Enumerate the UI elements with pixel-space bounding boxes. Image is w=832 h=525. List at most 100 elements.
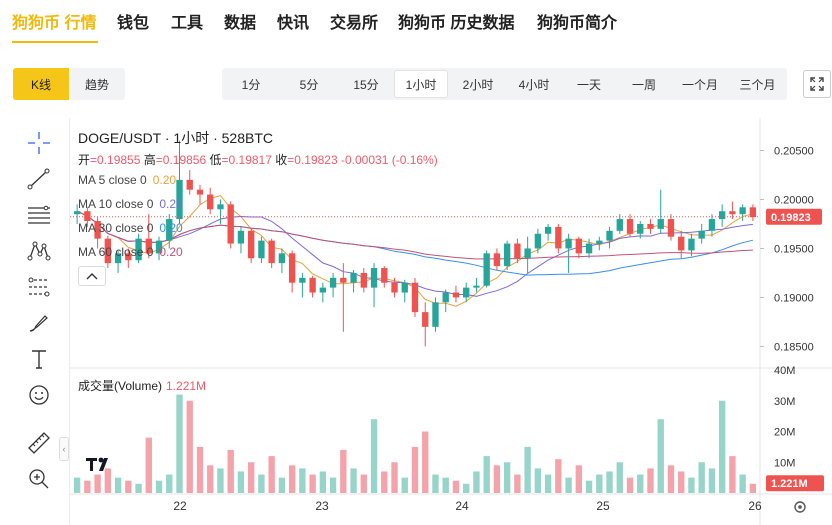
volume-legend: 成交量(Volume) 1.221M xyxy=(78,377,206,394)
nav-tab-market[interactable]: 狗狗币 行情 xyxy=(12,15,97,32)
zoom-in-tool[interactable] xyxy=(24,464,54,494)
pattern-icon xyxy=(27,241,51,261)
volume-bar xyxy=(729,456,736,493)
candle-body xyxy=(585,243,593,254)
candle-body xyxy=(473,285,480,288)
candle-body xyxy=(432,302,439,327)
volume-bar xyxy=(493,465,501,493)
nav-tab-wallet[interactable]: 钱包 xyxy=(117,15,150,32)
candle-body xyxy=(555,226,562,249)
interval-4h[interactable]: 4小时 xyxy=(518,77,550,92)
candle-body xyxy=(452,292,460,298)
volume-bar xyxy=(258,474,265,493)
interval-1mo[interactable]: 一个月 xyxy=(681,77,718,92)
time-axis-label: 25 xyxy=(596,499,610,513)
open-value: =0.19855 xyxy=(90,153,141,167)
interval-1h[interactable]: 1小时 xyxy=(394,70,448,98)
volume-bar xyxy=(186,400,193,493)
candle-body xyxy=(268,240,275,264)
interval-2h[interactable]: 2小时 xyxy=(462,77,494,92)
time-axis-label: 24 xyxy=(455,499,469,513)
ruler-tool[interactable] xyxy=(24,428,54,458)
ohlc-readout: 开=0.19855 高=0.19856 低=0.19817 收=0.19823 … xyxy=(78,151,438,168)
ma60-legend[interactable]: MA 60 close 0 0.20 xyxy=(78,245,183,259)
collapse-legend-button[interactable] xyxy=(78,266,106,286)
candlestick-chart[interactable]: 0.20500 0.20000 0.19500 0.19000 0.18500 40M 30… xyxy=(70,118,832,525)
nav-tab-data[interactable]: 数据 xyxy=(224,15,257,32)
change-value: -0.00031 (-0.16%) xyxy=(341,153,438,167)
volume-bar xyxy=(360,474,367,493)
ma30-label: MA 30 close 0 xyxy=(78,221,154,235)
price-axis-label: 0.19000 xyxy=(774,292,814,304)
trend-line-tool[interactable] xyxy=(24,164,54,194)
volume-bar xyxy=(155,480,163,493)
candle-body xyxy=(186,179,193,190)
candle-body xyxy=(688,238,695,251)
interval-3mo[interactable]: 三个月 xyxy=(739,77,776,92)
fullscreen-icon xyxy=(810,77,824,91)
active-tab-underline xyxy=(12,41,98,43)
toolbar-collapse-handle[interactable]: ‹ xyxy=(59,437,69,461)
candle-body xyxy=(258,240,265,259)
nav-tab-exchanges[interactable]: 交易所 xyxy=(330,15,379,32)
volume-bar xyxy=(678,471,685,493)
ma5-label: MA 5 close 0 xyxy=(78,173,147,187)
interval-15m[interactable]: 15分 xyxy=(353,77,379,92)
volume-label: 成交量(Volume) xyxy=(78,379,163,393)
volume-bar xyxy=(555,459,562,493)
candle-body xyxy=(616,219,623,231)
ma10-label: MA 10 close 0 xyxy=(78,197,154,211)
brush-tool[interactable] xyxy=(24,308,54,338)
candle-body xyxy=(155,240,163,254)
ma10-value: 0.20 xyxy=(159,197,183,211)
tradingview-logo-icon[interactable] xyxy=(85,454,115,474)
volume-bar xyxy=(616,462,623,493)
candle-body xyxy=(514,243,521,259)
candle-body xyxy=(227,204,234,244)
volume-bar xyxy=(196,446,204,493)
candle-body xyxy=(729,211,736,215)
volume-bar xyxy=(422,431,429,493)
nav-tab-history[interactable]: 狗狗币 历史数据 xyxy=(398,15,515,32)
horizontal-lines-tool[interactable] xyxy=(24,200,54,230)
kline-mode-button[interactable]: K线 xyxy=(13,68,69,100)
settings-icon[interactable] xyxy=(794,501,806,513)
fullscreen-button[interactable] xyxy=(803,70,831,98)
ma5-legend[interactable]: MA 5 close 0 0.20 xyxy=(78,173,176,187)
candle-body xyxy=(401,282,408,293)
candle-body xyxy=(391,282,398,293)
candle-body xyxy=(647,223,654,229)
candle-body xyxy=(503,243,511,267)
candle-body xyxy=(73,211,81,215)
ma30-legend[interactable]: MA 30 close 0 0.20 xyxy=(78,221,183,235)
interval-1m[interactable]: 1分 xyxy=(241,77,261,92)
pattern-tool[interactable] xyxy=(24,236,54,266)
emoji-tool[interactable] xyxy=(24,380,54,410)
text-tool[interactable] xyxy=(24,344,54,374)
high-label: 高 xyxy=(143,153,156,167)
volume-bar xyxy=(340,449,347,493)
low-label: 低 xyxy=(209,153,222,167)
nav-tab-tools[interactable]: 工具 xyxy=(171,15,204,32)
crosshair-tool[interactable] xyxy=(24,128,54,158)
interval-selector: 1分 5分 15分 1小时 2小时 4小时 一天 一周 一个月 三个月 xyxy=(222,68,787,100)
candle-body xyxy=(575,238,582,254)
price-axis-label: 0.18500 xyxy=(774,341,814,353)
volume-bar xyxy=(237,471,245,493)
volume-bar xyxy=(227,449,234,493)
interval-1d[interactable]: 一天 xyxy=(576,77,601,92)
nav-tab-intro[interactable]: 狗狗币简介 xyxy=(537,15,618,32)
candle-body xyxy=(657,219,664,229)
interval-5m[interactable]: 5分 xyxy=(299,77,319,92)
volume-bar xyxy=(145,437,152,493)
candle-body xyxy=(678,236,685,251)
volume-bar xyxy=(299,468,306,493)
fib-tool[interactable] xyxy=(24,272,54,302)
trend-mode-button[interactable]: 趋势 xyxy=(69,68,125,100)
candle-body xyxy=(94,221,101,239)
interval-1w[interactable]: 一周 xyxy=(631,77,656,92)
nav-tab-news[interactable]: 快讯 xyxy=(277,15,310,32)
ma10-legend[interactable]: MA 10 close 0 0.20 xyxy=(78,197,183,211)
volume-bar xyxy=(288,465,296,493)
volume-bar xyxy=(739,474,746,493)
